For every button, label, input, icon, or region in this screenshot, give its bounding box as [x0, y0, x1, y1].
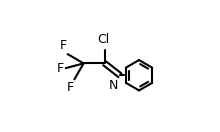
Text: F: F	[57, 62, 64, 75]
Text: F: F	[67, 81, 74, 94]
Text: Cl: Cl	[97, 33, 110, 46]
Text: F: F	[60, 39, 67, 52]
Text: N: N	[109, 79, 119, 91]
